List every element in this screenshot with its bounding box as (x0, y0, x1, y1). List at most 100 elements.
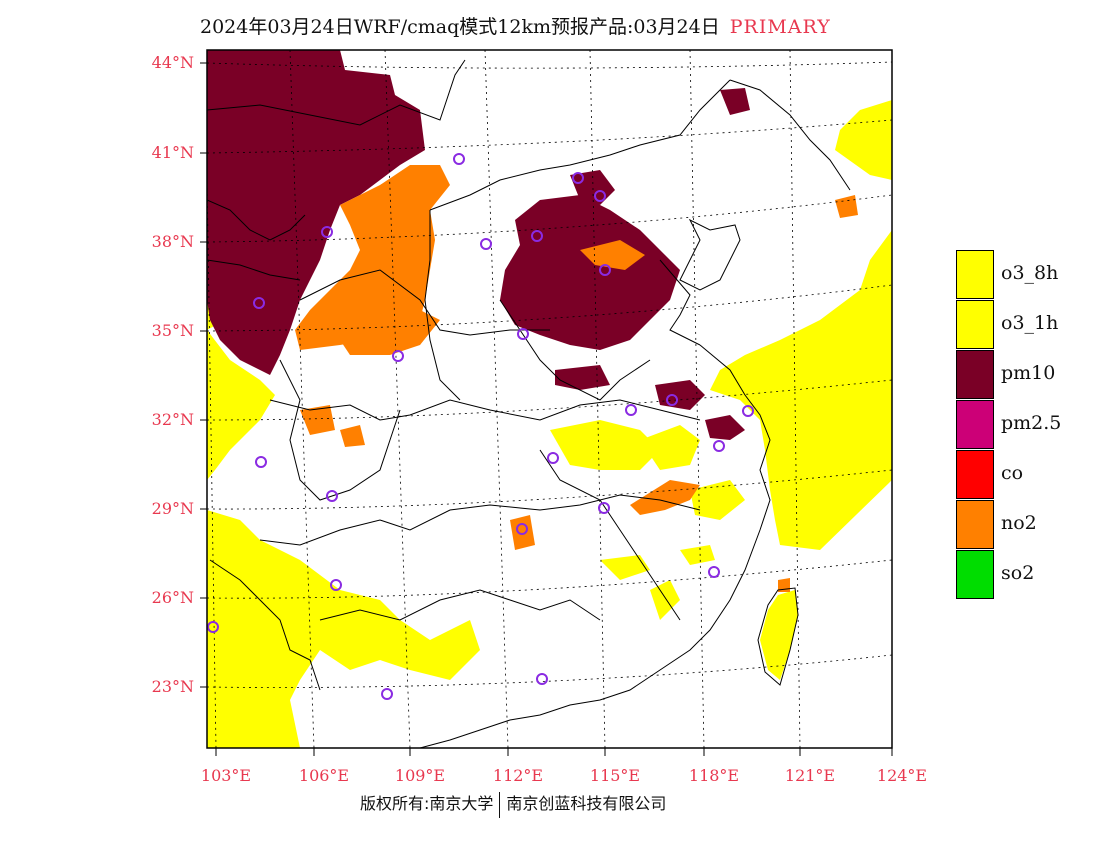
lon-label-124: 124°E (876, 766, 928, 785)
legend-swatch (956, 450, 994, 499)
station-marker (666, 394, 678, 406)
lat-label-38: 38°N (151, 232, 194, 251)
legend-item-pm10: pm10 (956, 350, 1096, 400)
boundary-west-border (207, 199, 306, 241)
legend-swatch (956, 400, 994, 449)
station-marker (255, 456, 267, 468)
boundary-shaanxi (424, 210, 461, 401)
graticule-lon-118 (689, 50, 705, 748)
legend-item-no2: no2 (956, 500, 1096, 550)
legend-label: o3_8h (1001, 262, 1059, 284)
no2-region-yellow-sea-coast (835, 195, 858, 218)
legend-item-so2: so2 (956, 550, 1096, 600)
pm10-region-northwest (207, 50, 425, 375)
station-marker (625, 404, 637, 416)
boundary-yellow-river (299, 269, 550, 336)
no2-region-sichuan (300, 405, 335, 435)
boundary-northeast (729, 79, 851, 191)
lat-label-44: 44°N (151, 53, 194, 72)
boundary-jiangxi (539, 449, 681, 621)
boundary-north-border (207, 59, 466, 126)
legend-item-pm2-5: pm2.5 (956, 400, 1096, 450)
o3-region-southwest (207, 330, 275, 480)
legend-swatch (956, 250, 994, 299)
station-marker (742, 405, 754, 417)
graticule-lon-103 (207, 151, 217, 748)
station-marker (599, 264, 611, 276)
lat-label-32: 32°N (151, 410, 194, 429)
o3-region-yunnan (207, 510, 480, 748)
station-marker (572, 172, 584, 184)
lat-label-35: 35°N (151, 321, 194, 340)
axis-ticks (200, 62, 893, 756)
map-content (207, 50, 892, 748)
no2-region-guanzhong (340, 310, 440, 355)
pm10-region-huaibei (555, 365, 610, 390)
station-marker (517, 328, 529, 340)
station-marker (326, 490, 338, 502)
copyright-text: 版权所有:南京大学 (360, 794, 494, 813)
legend-swatch (956, 550, 994, 599)
station-marker (330, 579, 342, 591)
legend-label: pm2.5 (1001, 412, 1062, 434)
o3-region-east-china-sea (710, 230, 892, 550)
station-marker (381, 688, 393, 700)
legend-swatch (956, 350, 994, 399)
boundary-qinghai (207, 259, 301, 281)
legend-swatch (956, 500, 994, 549)
footer-divider (499, 791, 501, 818)
station-marker (321, 226, 333, 238)
o3-region-south-5 (680, 545, 715, 565)
lat-label-26: 26°N (151, 588, 194, 607)
lon-label-103: 103°E (200, 766, 252, 785)
pm10-region-beijing (570, 170, 615, 205)
graticule-lon-112 (484, 50, 509, 748)
station-marker (708, 566, 720, 578)
lat-label-23: 23°N (151, 677, 194, 696)
legend-item-co: co (956, 450, 1096, 500)
lon-label-109: 109°E (394, 766, 446, 785)
boundary-coast-shandong (659, 259, 701, 346)
no2-region-chongqing (340, 425, 365, 447)
no2-region-hunan (510, 515, 535, 550)
station-marker (598, 502, 610, 514)
o3-region-south-1 (550, 420, 660, 470)
pm10-region-inner-mongolia-east (720, 88, 750, 115)
graticule (207, 50, 892, 748)
legend-label: pm10 (1001, 362, 1056, 384)
boundary-coast-bohai (679, 218, 741, 291)
station-marker (480, 238, 492, 250)
station-marker (713, 440, 725, 452)
o3-region-south-3 (600, 555, 650, 580)
boundary-sichuan (279, 359, 401, 501)
map-frame (206, 49, 893, 749)
pm10-region-shanghai (705, 415, 745, 440)
legend-label: co (1001, 462, 1024, 484)
legend-swatch (956, 300, 994, 349)
station-marker (207, 621, 219, 633)
station-markers (207, 153, 754, 700)
boundary-taiwan (757, 587, 799, 686)
station-marker (531, 230, 543, 242)
primary-tag: PRIMARY (729, 16, 831, 38)
boundary-guangxi (319, 589, 601, 621)
station-marker (392, 350, 404, 362)
graticule-lon-121 (789, 50, 801, 748)
o3-region-taiwan (760, 590, 798, 680)
boundary-south-provinces (259, 494, 701, 546)
legend-label: no2 (1001, 512, 1037, 534)
boundary-yunnan (209, 559, 321, 691)
lat-label-41: 41°N (151, 143, 194, 162)
o3-region-south-2 (640, 425, 700, 470)
legend-item-o3-1h: o3_1h (956, 300, 1096, 350)
lon-label-115: 115°E (589, 766, 641, 785)
graticule-lon-109 (384, 50, 411, 748)
legend-item-o3-8h: o3_8h (956, 250, 1096, 300)
no2-region-loess (295, 165, 450, 350)
no2-region-hebei-east (580, 240, 645, 270)
graticule-lon-115 (589, 50, 606, 748)
o3-region-east-sea (835, 100, 892, 180)
footer-credits: 版权所有:南京大学 南京创蓝科技有限公司 (360, 790, 780, 818)
boundary-inner-mongolia (429, 79, 731, 211)
